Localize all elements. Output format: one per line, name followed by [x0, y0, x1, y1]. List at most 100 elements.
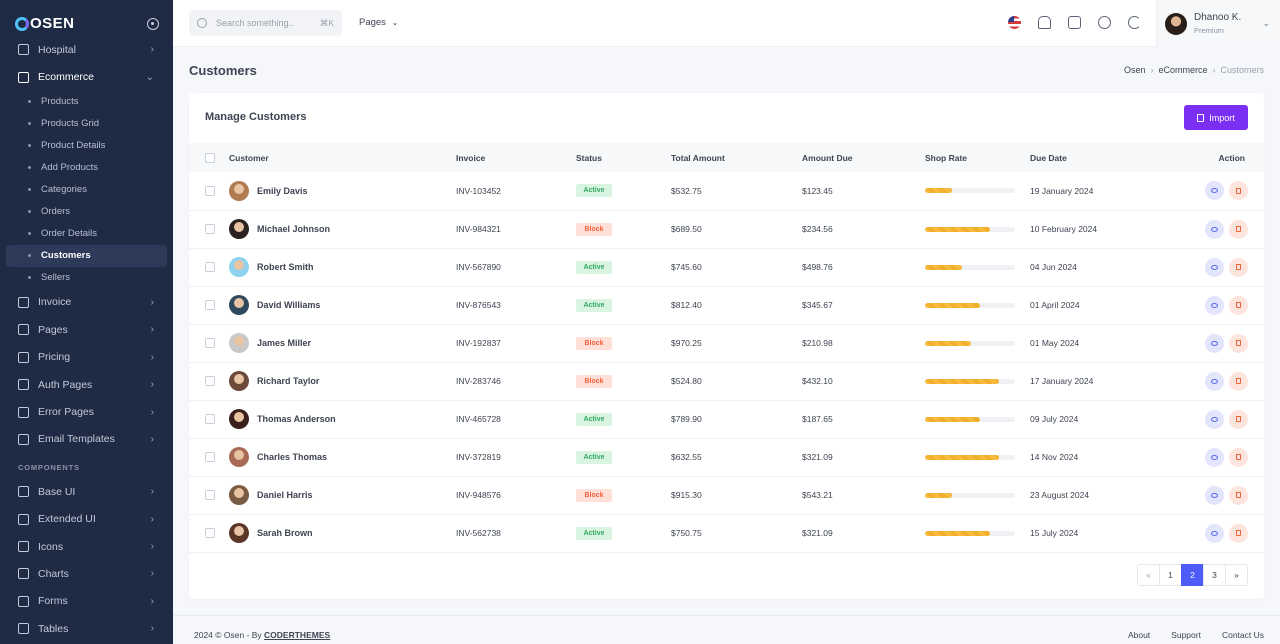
sidebar-item-icons[interactable]: Icons › [0, 533, 173, 560]
customer-name: Michael Johnson [257, 224, 331, 234]
sidebar-item-forms[interactable]: Forms › [0, 588, 173, 615]
status-badge: Active [576, 298, 612, 312]
user-name: Dhanoo K. [1194, 12, 1242, 23]
delete-button[interactable] [1229, 447, 1248, 467]
customer[interactable]: Thomas Anderson [229, 409, 456, 429]
sidebar-subitem-products-grid[interactable]: Products Grid [6, 113, 167, 135]
select-all-checkbox[interactable] [205, 152, 215, 163]
pagination-page-1[interactable]: 1 [1159, 564, 1182, 586]
delete-button[interactable] [1229, 485, 1248, 505]
view-button[interactable] [1205, 333, 1224, 353]
view-button[interactable] [1205, 295, 1224, 315]
search-input[interactable]: Search something.. ⌘K [189, 10, 342, 36]
customer-cell: Daniel Harris [229, 476, 456, 514]
sidebar-item-pricing[interactable]: Pricing › [0, 344, 173, 371]
moon-icon[interactable] [1128, 16, 1141, 29]
delete-button[interactable] [1229, 371, 1248, 391]
row-checkbox[interactable] [205, 490, 215, 501]
breadcrumb-item-ecommerce[interactable]: eCommerce [1158, 65, 1208, 75]
sidebar-item-base-ui[interactable]: Base UI › [0, 478, 173, 505]
sidebar-item-hospital[interactable]: Hospital › [0, 36, 173, 63]
pagination-prev[interactable]: « [1137, 564, 1160, 586]
footer-link-about[interactable]: About [1127, 630, 1151, 640]
row-checkbox[interactable] [205, 262, 215, 273]
delete-button[interactable] [1229, 181, 1248, 201]
row-checkbox[interactable] [205, 528, 215, 539]
pagination-next[interactable]: » [1225, 564, 1248, 586]
invoice-cell: INV-948576 [456, 490, 501, 500]
customer-name: Thomas Anderson [257, 414, 336, 424]
row-checkbox[interactable] [205, 186, 215, 197]
customer[interactable]: Charles Thomas [229, 447, 456, 467]
bell-icon[interactable] [1038, 16, 1051, 29]
sidebar-item-label: Forms [38, 595, 68, 608]
delete-button[interactable] [1229, 409, 1248, 429]
row-checkbox[interactable] [205, 414, 215, 425]
delete-button[interactable] [1229, 257, 1248, 277]
user-info: Dhanoo K. Premium [1194, 12, 1241, 35]
view-button[interactable] [1205, 523, 1224, 543]
sidebar-subitem-products[interactable]: Products [6, 91, 167, 113]
customer[interactable]: Daniel Harris [229, 485, 456, 505]
sidebar-item-pages[interactable]: Pages › [0, 316, 173, 343]
row-checkbox[interactable] [205, 452, 215, 463]
status-badge: Block [576, 488, 612, 502]
sidebar-subitem-sellers[interactable]: Sellers [6, 267, 167, 289]
sidebar-subitem-categories[interactable]: Categories [6, 179, 167, 201]
customer[interactable]: Emily Davis [229, 180, 456, 201]
sidebar-toggle-icon[interactable] [147, 17, 159, 30]
sidebar-item-extended-ui[interactable]: Extended UI › [0, 506, 173, 533]
sidebar-subitem-order-details[interactable]: Order Details [6, 223, 167, 245]
total-amount-cell: $915.30 [671, 490, 702, 500]
user-menu[interactable]: Dhanoo K. Premium ⌄ [1156, 0, 1280, 47]
sidebar-subitem-product-details[interactable]: Product Details [6, 135, 167, 157]
view-button[interactable] [1205, 219, 1224, 239]
row-checkbox[interactable] [205, 338, 215, 349]
sidebar-item-auth-pages[interactable]: Auth Pages › [0, 371, 173, 398]
customer[interactable]: James Miller [229, 333, 456, 353]
sidebar-subitem-label: Categories [41, 184, 87, 196]
import-button[interactable]: Import [1184, 105, 1248, 130]
view-button[interactable] [1205, 409, 1224, 429]
sidebar-item-email-templates[interactable]: Email Templates › [0, 426, 173, 453]
sidebar-item-charts[interactable]: Charts › [0, 560, 173, 587]
sidebar-item-tables[interactable]: Tables › [0, 615, 173, 642]
view-button[interactable] [1205, 485, 1224, 505]
sidebar-subitem-add-products[interactable]: Add Products [6, 157, 167, 179]
pagination-page-3[interactable]: 3 [1203, 564, 1226, 586]
pages-dropdown[interactable]: Pages ⌄ [359, 17, 398, 28]
delete-button[interactable] [1229, 219, 1248, 239]
sidebar-item-error-pages[interactable]: Error Pages › [0, 398, 173, 425]
sidebar-subitem-customers[interactable]: Customers [6, 244, 167, 267]
row-checkbox[interactable] [205, 300, 215, 311]
view-button[interactable] [1205, 371, 1224, 391]
customer[interactable]: Sarah Brown [229, 523, 456, 543]
apps-grid-icon[interactable] [1068, 16, 1081, 29]
customer[interactable]: Robert Smith [229, 257, 456, 277]
hospital-icon [18, 44, 29, 56]
view-button[interactable] [1205, 257, 1224, 277]
sidebar-subitem-orders[interactable]: Orders [6, 201, 167, 223]
footer-link-support[interactable]: Support [1171, 630, 1201, 640]
us-flag-icon[interactable] [1008, 16, 1021, 29]
sidebar-item-ecommerce[interactable]: Ecommerce ⌄ [0, 63, 173, 90]
sidebar-item-invoice[interactable]: Invoice › [0, 289, 173, 316]
pagination-page-2[interactable]: 2 [1181, 564, 1204, 586]
table-body: Emily Davis INV-103452 Active $532.75 $123.4… [189, 172, 1264, 552]
logo[interactable]: OSEN [15, 15, 75, 32]
breadcrumb-item-osen[interactable]: Osen [1123, 65, 1146, 75]
delete-button[interactable] [1229, 333, 1248, 353]
customer[interactable]: Michael Johnson [229, 219, 456, 239]
company-link[interactable]: CODERTHEMES [264, 630, 331, 640]
customer[interactable]: Richard Taylor [229, 371, 456, 391]
delete-button[interactable] [1229, 523, 1248, 543]
view-button[interactable] [1205, 447, 1224, 467]
section-label-components: COMPONENTS [18, 463, 80, 473]
footer-link-contact[interactable]: Contact Us [1221, 630, 1264, 640]
customer[interactable]: David Williams [229, 295, 456, 315]
gear-icon[interactable] [1098, 16, 1111, 29]
delete-button[interactable] [1229, 295, 1248, 315]
row-checkbox[interactable] [205, 376, 215, 387]
view-button[interactable] [1205, 181, 1224, 201]
row-checkbox[interactable] [205, 224, 215, 235]
